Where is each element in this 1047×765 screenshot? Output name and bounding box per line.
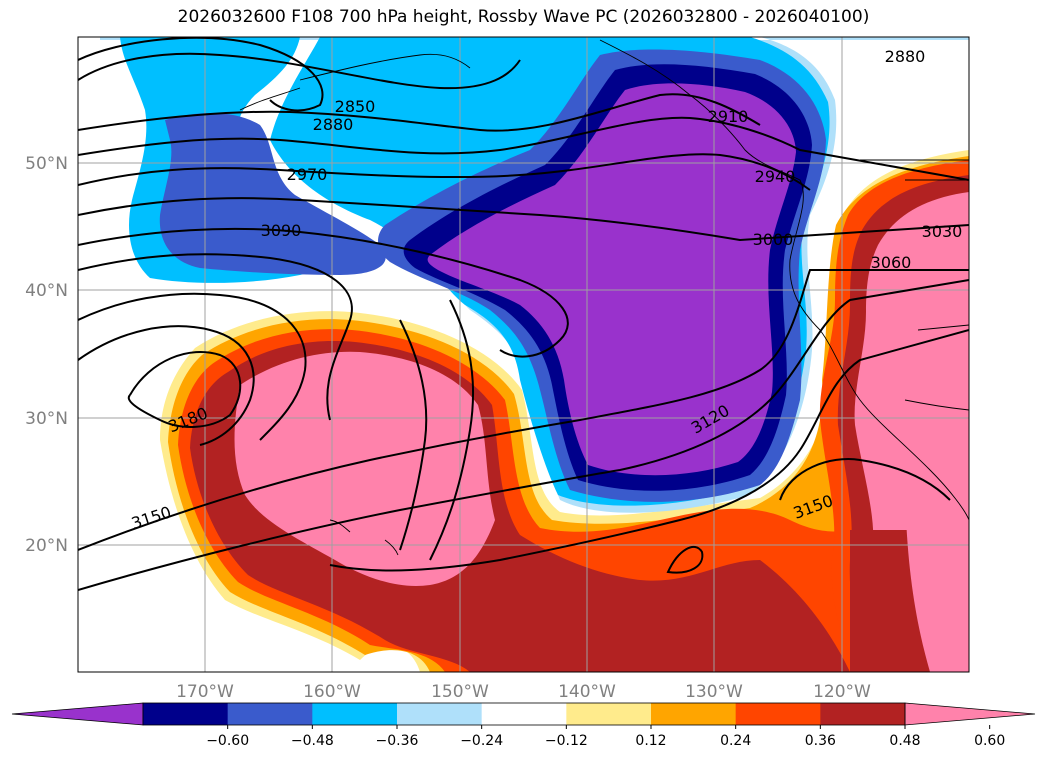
colorbar-segment bbox=[651, 703, 737, 725]
map-frame bbox=[77, 36, 970, 673]
coastlines bbox=[239, 39, 969, 556]
colorbar-segment bbox=[227, 703, 313, 725]
colorbar-segment bbox=[820, 703, 906, 725]
colorbar-segment bbox=[735, 703, 821, 725]
contour-label-3090: 3090 bbox=[261, 221, 302, 240]
colorbar-tick-label: 0.48 bbox=[889, 733, 920, 749]
contour-label-3000: 3000 bbox=[753, 230, 794, 249]
colorbar-segment bbox=[566, 703, 652, 725]
contour-label-2940: 2940 bbox=[755, 167, 796, 186]
colorbar-tick-label: 0.12 bbox=[635, 733, 666, 749]
colorbar-tick-label: −0.36 bbox=[376, 733, 419, 749]
lon-label-160w: 160°W bbox=[303, 682, 361, 702]
contour-label-2970: 2970 bbox=[287, 165, 328, 184]
colorbar-segment bbox=[481, 703, 567, 725]
colorbar-tick-label: 0.24 bbox=[720, 733, 751, 749]
colorbar-extend-high bbox=[904, 702, 1036, 726]
latitude-labels: 50°N 40°N 30°N 20°N bbox=[25, 154, 68, 556]
lat-label-20n: 20°N bbox=[25, 536, 68, 556]
contour-label-2910: 2910 bbox=[708, 107, 749, 126]
longitude-labels: 170°W 160°W 150°W 140°W 130°W 120°W bbox=[176, 682, 871, 702]
colorbar-tick-label: −0.48 bbox=[291, 733, 334, 749]
lon-label-170w: 170°W bbox=[176, 682, 234, 702]
colorbar-extend-low bbox=[11, 702, 144, 726]
contour-label-2880-west: 2880 bbox=[313, 115, 354, 134]
height-contours bbox=[78, 37, 969, 591]
anomaly-fill-layer bbox=[78, 37, 969, 672]
lon-label-130w: 130°W bbox=[685, 682, 743, 702]
lat-label-30n: 30°N bbox=[25, 409, 68, 429]
colorbar-tick-label: −0.60 bbox=[206, 733, 249, 749]
colorbar-segment bbox=[143, 703, 229, 725]
colorbar-tick-label: 0.36 bbox=[805, 733, 836, 749]
contour-label-2850: 2850 bbox=[335, 97, 376, 116]
contour-label-2880-east: 2880 bbox=[885, 47, 926, 66]
positive-anomaly-core-west bbox=[234, 351, 495, 586]
lat-label-40n: 40°N bbox=[25, 281, 68, 301]
colorbar-segment bbox=[397, 703, 483, 725]
lon-label-140w: 140°W bbox=[558, 682, 616, 702]
colorbar-tick-label: 0.60 bbox=[974, 733, 1005, 749]
colorbar: −0.60 −0.48 −0.36 −0.24 −0.12 0.12 0.24 0.36 0.4… bbox=[11, 702, 1036, 749]
lon-label-150w: 150°W bbox=[431, 682, 489, 702]
colorbar-segment bbox=[312, 703, 398, 725]
positive-anomaly-southeast-core bbox=[905, 465, 969, 672]
colorbar-frame bbox=[142, 702, 906, 726]
contour-label-3060: 3060 bbox=[871, 253, 912, 272]
negative-anomaly-core bbox=[427, 83, 796, 476]
colorbar-tick-label: −0.24 bbox=[460, 733, 503, 749]
colorbar-tick-label: −0.12 bbox=[545, 733, 588, 749]
map-title: 2026032600 F108 700 hPa height, Rossby W… bbox=[177, 7, 870, 27]
lon-label-120w: 120°W bbox=[813, 682, 871, 702]
contour-label-3030: 3030 bbox=[922, 222, 963, 241]
lat-label-50n: 50°N bbox=[25, 154, 68, 174]
